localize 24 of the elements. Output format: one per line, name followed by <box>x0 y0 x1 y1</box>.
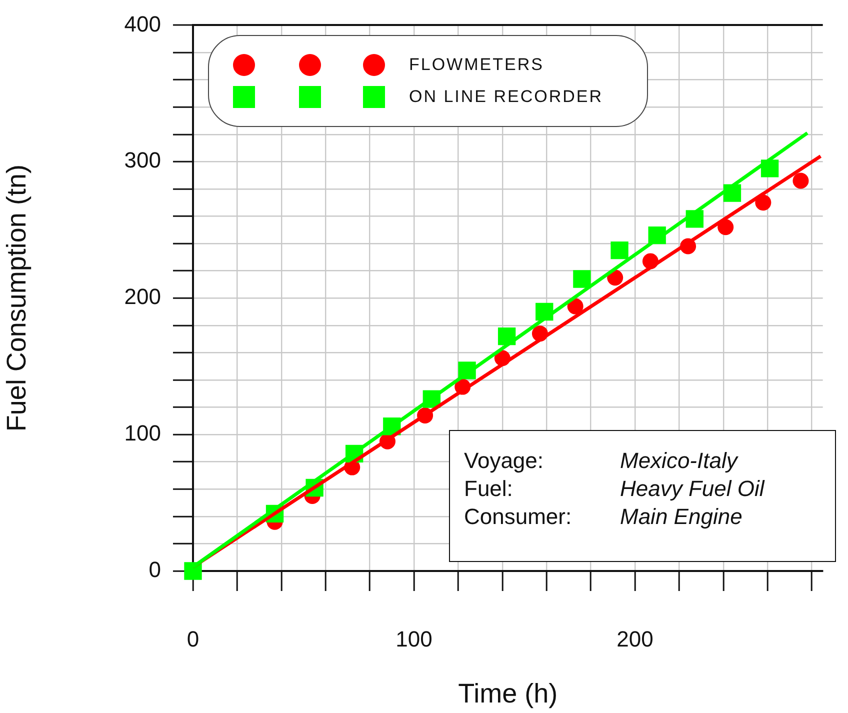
legend-label: FLOWMETERS <box>409 55 544 75</box>
x-axis-title: Time (h) <box>458 678 558 708</box>
x-tick-label: 200 <box>616 626 654 652</box>
annotation: Heavy Fuel Oil <box>620 475 764 503</box>
point <box>755 194 772 211</box>
annotation: Voyage: <box>464 447 545 475</box>
y-axis-title: Fuel Consumption (tn) <box>2 164 32 432</box>
annotation: Main Engine <box>620 503 744 531</box>
legend-label: ON LINE RECORDER <box>409 87 604 107</box>
point <box>792 172 809 189</box>
annotation: Fuel: <box>464 475 514 503</box>
y-tick-label: 400 <box>124 11 161 36</box>
point <box>184 562 202 580</box>
point <box>610 242 628 260</box>
point <box>573 270 591 288</box>
x-tick-label: 0 <box>186 626 200 652</box>
y-tick-label: 200 <box>124 284 161 310</box>
point <box>718 219 734 236</box>
x-tick-label: 100 <box>396 626 432 652</box>
y-tick-label: 300 <box>124 148 161 173</box>
annotation: Mexico-Italy <box>620 447 740 475</box>
annotation: Consumer: <box>464 503 573 531</box>
y-tick-label: 100 <box>124 420 161 446</box>
y-tick-label: 0 <box>148 557 161 582</box>
